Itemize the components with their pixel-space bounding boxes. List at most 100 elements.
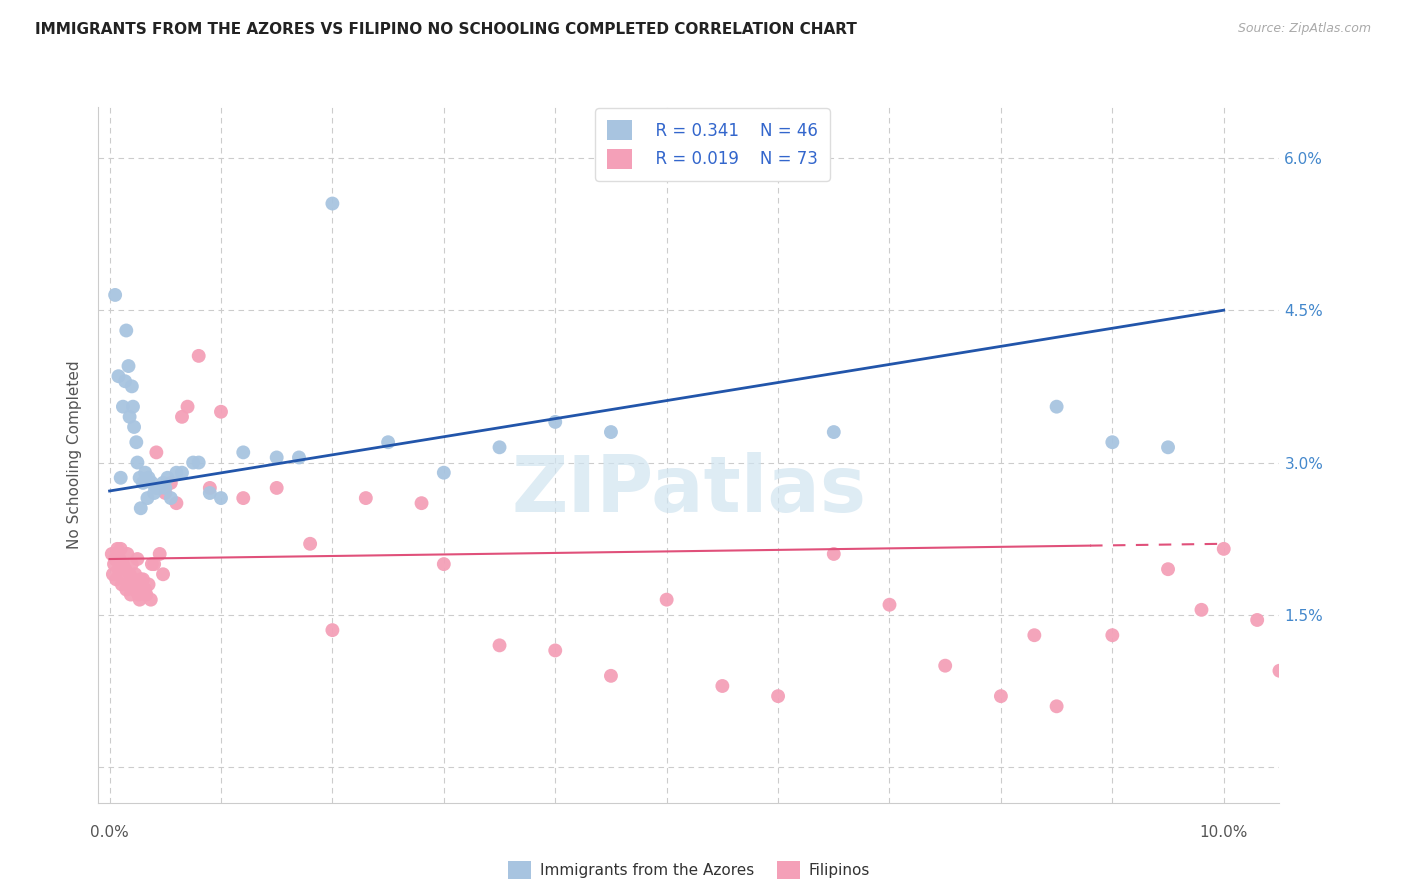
Point bbox=[134, 466, 156, 480]
Point bbox=[209, 405, 232, 419]
Point bbox=[1268, 664, 1291, 678]
Point bbox=[121, 557, 143, 571]
Point bbox=[823, 425, 845, 439]
Point bbox=[266, 450, 288, 465]
Point bbox=[101, 547, 124, 561]
Point bbox=[655, 592, 678, 607]
Point bbox=[129, 501, 152, 516]
Point bbox=[145, 445, 167, 459]
Point bbox=[170, 466, 193, 480]
Point bbox=[128, 471, 150, 485]
Point bbox=[143, 557, 166, 571]
Point bbox=[135, 588, 157, 602]
Point bbox=[139, 592, 162, 607]
Point bbox=[433, 557, 456, 571]
Point bbox=[138, 471, 160, 485]
Text: Source: ZipAtlas.com: Source: ZipAtlas.com bbox=[1237, 22, 1371, 36]
Point bbox=[299, 537, 322, 551]
Point bbox=[114, 562, 136, 576]
Point bbox=[600, 425, 623, 439]
Point bbox=[134, 582, 156, 597]
Point bbox=[354, 491, 377, 505]
Text: 10.0%: 10.0% bbox=[1199, 825, 1249, 840]
Point bbox=[114, 374, 136, 388]
Text: 0.0%: 0.0% bbox=[90, 825, 129, 840]
Point bbox=[160, 475, 183, 490]
Point bbox=[127, 456, 149, 470]
Point bbox=[141, 557, 163, 571]
Point bbox=[132, 475, 155, 490]
Point bbox=[488, 440, 510, 454]
Point bbox=[110, 541, 132, 556]
Point bbox=[823, 547, 845, 561]
Point bbox=[288, 450, 311, 465]
Point bbox=[711, 679, 734, 693]
Point bbox=[1191, 603, 1213, 617]
Point bbox=[411, 496, 433, 510]
Point bbox=[209, 491, 232, 505]
Point bbox=[103, 557, 125, 571]
Point bbox=[232, 491, 254, 505]
Point bbox=[879, 598, 901, 612]
Point bbox=[181, 456, 204, 470]
Point bbox=[321, 623, 343, 637]
Point bbox=[143, 486, 166, 500]
Point bbox=[141, 475, 163, 490]
Y-axis label: No Schooling Completed: No Schooling Completed bbox=[67, 360, 83, 549]
Point bbox=[1157, 562, 1180, 576]
Point bbox=[125, 435, 148, 450]
Point bbox=[127, 552, 149, 566]
Point bbox=[165, 466, 187, 480]
Point bbox=[990, 689, 1012, 703]
Point bbox=[544, 643, 567, 657]
Point bbox=[152, 567, 174, 582]
Point bbox=[122, 400, 145, 414]
Point bbox=[176, 400, 198, 414]
Point bbox=[934, 658, 956, 673]
Point bbox=[232, 445, 254, 459]
Point bbox=[105, 572, 128, 586]
Point bbox=[107, 369, 129, 384]
Point bbox=[1046, 699, 1069, 714]
Point bbox=[1291, 648, 1313, 663]
Point bbox=[118, 567, 141, 582]
Point bbox=[117, 547, 139, 561]
Point bbox=[160, 491, 183, 505]
Point bbox=[128, 592, 150, 607]
Point bbox=[138, 577, 160, 591]
Point bbox=[131, 582, 153, 597]
Point bbox=[110, 471, 132, 485]
Text: IMMIGRANTS FROM THE AZORES VS FILIPINO NO SCHOOLING COMPLETED CORRELATION CHART: IMMIGRANTS FROM THE AZORES VS FILIPINO N… bbox=[35, 22, 858, 37]
Point bbox=[115, 324, 138, 338]
Point bbox=[165, 496, 187, 510]
Point bbox=[145, 481, 167, 495]
Point bbox=[129, 572, 152, 586]
Point bbox=[149, 481, 172, 495]
Point bbox=[122, 582, 145, 597]
Point bbox=[155, 486, 177, 500]
Legend: Immigrants from the Azores, Filipinos: Immigrants from the Azores, Filipinos bbox=[502, 855, 876, 886]
Point bbox=[104, 552, 127, 566]
Point bbox=[128, 588, 150, 602]
Point bbox=[266, 481, 288, 495]
Point bbox=[125, 577, 148, 591]
Point bbox=[111, 577, 134, 591]
Point bbox=[111, 557, 134, 571]
Point bbox=[122, 572, 145, 586]
Point bbox=[187, 456, 209, 470]
Point bbox=[115, 582, 138, 597]
Point bbox=[1046, 400, 1069, 414]
Point bbox=[118, 409, 141, 424]
Point bbox=[544, 415, 567, 429]
Point bbox=[132, 572, 155, 586]
Point bbox=[433, 466, 456, 480]
Point bbox=[187, 349, 209, 363]
Point bbox=[111, 400, 134, 414]
Point bbox=[117, 577, 139, 591]
Point bbox=[1212, 541, 1234, 556]
Point bbox=[105, 541, 128, 556]
Point bbox=[120, 588, 142, 602]
Point bbox=[117, 359, 139, 373]
Point bbox=[198, 486, 221, 500]
Point bbox=[600, 669, 623, 683]
